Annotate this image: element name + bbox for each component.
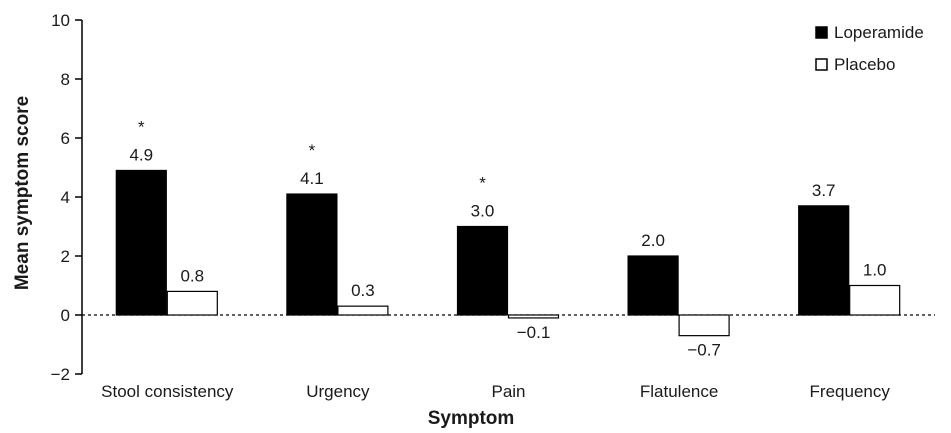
data-label-loperamide-3: 2.0	[641, 231, 665, 250]
bar-loperamide-1	[286, 193, 338, 316]
x-category-label: Frequency	[810, 382, 891, 401]
data-label-placebo-1: 0.3	[351, 281, 375, 300]
x-category-label: Flatulence	[640, 382, 718, 401]
data-label-placebo-2: −0.1	[517, 323, 551, 342]
bar-placebo-4	[849, 284, 901, 316]
data-label-loperamide-0: 4.9	[129, 145, 153, 164]
y-tick-label: 6	[61, 129, 70, 148]
bar-loperamide-3	[627, 255, 679, 316]
y-tick-label: −2	[51, 365, 70, 384]
category-labels: Stool consistency Urgency Pain Flatulence Fr…	[101, 382, 890, 401]
bars: 4.9 * 0.8 4.1 * 0.3 3.0 * −0.1 2.0 −0.7 3.7 1.0	[115, 117, 901, 360]
x-category-label: Urgency	[306, 382, 370, 401]
bar-placebo-0	[166, 290, 218, 316]
data-label-placebo-0: 0.8	[180, 266, 204, 285]
legend-label-loperamide: Loperamide	[834, 23, 924, 42]
bar-placebo-3	[678, 314, 730, 337]
y-axis: −2 0 2 4 6 8 10	[51, 11, 83, 384]
legend-label-placebo: Placebo	[834, 55, 895, 74]
x-axis-title: Symptom	[428, 408, 515, 429]
x-category-label: Stool consistency	[101, 382, 234, 401]
data-label-placebo-3: −0.7	[687, 341, 721, 360]
y-tick-label: 2	[61, 247, 70, 266]
data-label-loperamide-1: 4.1	[300, 169, 324, 188]
bar-placebo-1	[337, 305, 389, 316]
bar-placebo-2	[507, 314, 560, 319]
legend: Loperamide Placebo	[815, 23, 924, 74]
y-tick-label: 10	[51, 11, 70, 30]
legend-swatch-placebo	[815, 58, 828, 71]
x-category-label: Pain	[491, 382, 525, 401]
y-axis-title: Mean symptom score	[12, 96, 33, 290]
significance-marker: *	[479, 174, 486, 193]
y-tick-label: 0	[61, 306, 70, 325]
significance-marker: *	[309, 141, 316, 160]
bar-loperamide-2	[456, 225, 509, 316]
bar-loperamide-0	[115, 169, 167, 316]
data-label-loperamide-4: 3.7	[812, 181, 836, 200]
data-label-placebo-4: 1.0	[863, 261, 887, 280]
data-label-loperamide-2: 3.0	[471, 202, 495, 221]
bar-loperamide-4	[798, 205, 850, 316]
y-tick-label: 4	[61, 188, 70, 207]
y-tick-label: 8	[61, 70, 70, 89]
legend-swatch-loperamide	[815, 26, 828, 39]
significance-marker: *	[138, 117, 145, 136]
